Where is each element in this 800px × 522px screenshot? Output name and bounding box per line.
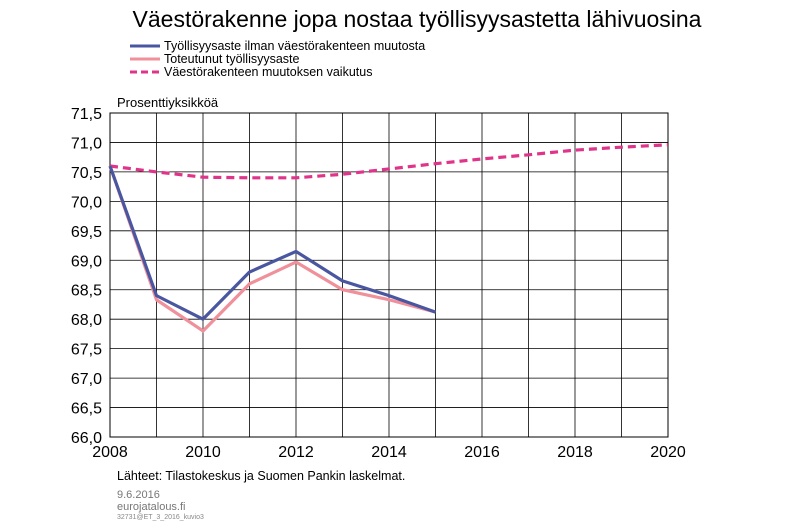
y-tick-label: 66,5 [71, 401, 102, 418]
legend-label-1: Työllisyysaste ilman väestörakenteen muu… [164, 39, 425, 53]
x-tick-label: 2016 [464, 444, 500, 461]
series-line-1 [108, 165, 437, 321]
source-note: Lähteet: Tilastokeskus ja Suomen Pankin … [117, 469, 405, 483]
legend: Työllisyysaste ilman väestörakenteen muu… [130, 39, 425, 79]
y-tick-label: 71,5 [71, 106, 102, 123]
y-tick-label: 66,0 [71, 430, 102, 447]
x-axis-ticks: 2008 2010 2012 2014 2016 2018 2020 [92, 444, 686, 461]
x-tick-label: 2010 [185, 444, 221, 461]
figure-code: 32731@ET_3_2016_kuvio3 [117, 514, 204, 521]
x-tick-label: 2020 [650, 444, 686, 461]
x-tick-label: 2008 [92, 444, 128, 461]
plot-frame [109, 112, 669, 438]
y-tick-label: 71,0 [71, 135, 102, 152]
x-tick-label: 2018 [557, 444, 593, 461]
y-tick-label: 70,5 [71, 165, 102, 182]
chart-title: Väestörakenne jopa nostaa työllisyysaste… [133, 6, 702, 32]
y-tick-label: 67,5 [71, 342, 102, 359]
y-tick-label: 68,5 [71, 283, 102, 300]
series-lines [108, 143, 669, 333]
y-tick-label: 67,0 [71, 371, 102, 388]
x-tick-label: 2014 [371, 444, 407, 461]
y-tick-label: 69,5 [71, 224, 102, 241]
publication-date: 9.6.2016 [117, 489, 160, 501]
legend-label-3: Väestörakenteen muutoksen vaikutus [164, 65, 372, 79]
y-axis-unit-label: Prosenttiyksikköä [117, 95, 219, 110]
website-label: eurojatalous.fi [117, 501, 186, 513]
y-tick-label: 69,0 [71, 253, 102, 270]
series-line-3 [109, 143, 669, 180]
y-tick-label: 70,0 [71, 194, 102, 211]
legend-label-2: Toteutunut työllisyysaste [164, 52, 300, 66]
grid [109, 112, 669, 438]
series-line-2 [108, 165, 436, 333]
x-tick-label: 2012 [278, 444, 314, 461]
y-axis-ticks: 66,0 66,5 67,0 67,5 68,0 68,5 69,0 69,5 70,0 70,5… [71, 106, 102, 447]
y-tick-label: 68,0 [71, 312, 102, 329]
